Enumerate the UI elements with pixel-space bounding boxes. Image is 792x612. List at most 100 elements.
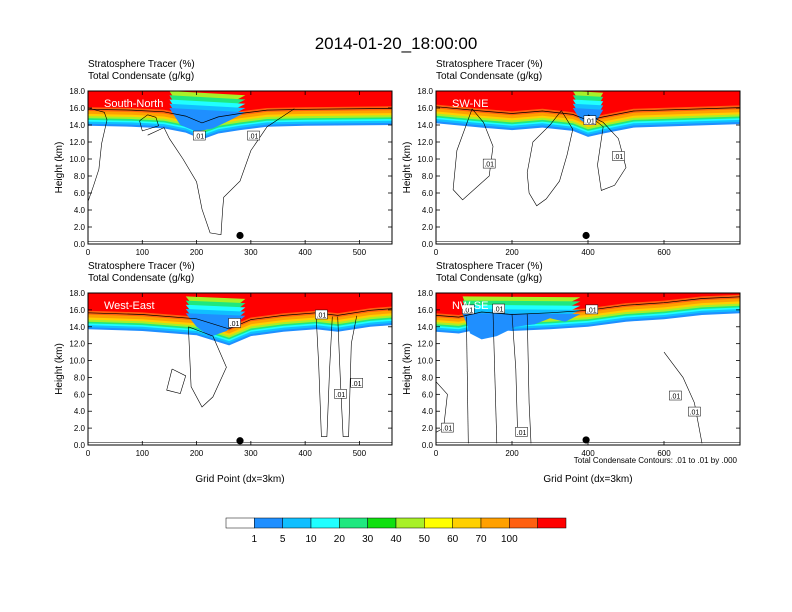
- y-tick-label: 18.0: [69, 87, 85, 96]
- colorbar-swatch: [339, 517, 368, 529]
- x-tick-label: 0: [434, 449, 439, 458]
- condensate-contour: [663, 351, 703, 444]
- colorbar-label: 10: [305, 534, 317, 545]
- y-tick-label: 4.0: [74, 407, 86, 416]
- colorbar: 1 5 10 20 30 40 50 60 70 100: [225, 517, 567, 545]
- x-tick-label: 0: [86, 248, 91, 257]
- contour-label-box: [669, 390, 682, 401]
- contour-label-box: [688, 406, 701, 417]
- colorbar-label: 100: [501, 534, 518, 545]
- y-tick-label: 8.0: [422, 373, 434, 382]
- section-label: West-East: [104, 300, 155, 312]
- condensate-contour: [188, 326, 227, 408]
- condensate-contour: [452, 108, 494, 201]
- contour-label-box: [515, 427, 528, 437]
- contour-label: .01: [484, 162, 494, 169]
- x-tick-label: 400: [581, 248, 595, 257]
- x-tick-label: 0: [86, 449, 91, 458]
- panel-3: Stratosphere Tracer (%)Total Condensate …: [54, 261, 393, 485]
- y-tick-label: 18.0: [69, 289, 85, 298]
- tropopause-contour: [88, 108, 392, 124]
- x-tick-label: 100: [136, 449, 150, 458]
- location-marker: [582, 231, 590, 240]
- panel-2: Stratosphere Tracer (%)Total Condensate …: [402, 59, 741, 257]
- x-tick-label: 400: [298, 449, 312, 458]
- y-tick-label: 2.0: [74, 223, 86, 232]
- y-axis-label: Height (km): [54, 343, 65, 395]
- plot-frame: [87, 90, 393, 245]
- condensate-contour: [492, 311, 498, 444]
- x-axis-label: Grid Point (dx=3km): [195, 474, 284, 485]
- contour-label: .01: [194, 134, 204, 141]
- contour-label-box: [441, 422, 454, 433]
- contour-label-box: [228, 318, 241, 328]
- colorbar-label: 50: [419, 534, 431, 545]
- contour-label-box: [350, 378, 363, 388]
- colorbar-label: 60: [447, 534, 459, 545]
- figure-title: 2014-01-20_18:00:00: [315, 34, 478, 53]
- colorbar-label: 1: [252, 534, 258, 545]
- tracer-shading: [88, 91, 392, 140]
- colorbar-swatch: [225, 517, 255, 529]
- y-tick-label: 2.0: [422, 424, 434, 433]
- colorbar-swatch: [452, 517, 482, 529]
- y-tick-label: 0.0: [422, 441, 434, 450]
- contour-label: .01: [587, 307, 597, 314]
- colorbar-swatch: [367, 517, 397, 529]
- contour-label: .01: [336, 392, 346, 399]
- y-tick-label: 14.0: [69, 323, 85, 332]
- x-tick-label: 400: [298, 248, 312, 257]
- x-tick-label: 300: [244, 248, 258, 257]
- condensate-contour: [511, 314, 518, 437]
- intrusion-band: [169, 108, 246, 132]
- contour-label: .01: [249, 134, 259, 141]
- condensate-contour: [466, 316, 469, 444]
- contour-label: .01: [614, 154, 624, 161]
- section-label: NW-SE: [452, 300, 488, 312]
- colorbar-label: 20: [334, 534, 346, 545]
- panel-header-line2: Total Condensate (g/kg): [436, 71, 542, 82]
- contour-label-box: [492, 303, 505, 314]
- contour-label: .01: [517, 430, 527, 437]
- colorbar-swatch: [509, 517, 538, 529]
- condensate-contour: [526, 110, 574, 207]
- condensate-contour: [88, 107, 108, 202]
- condensate-contour: [526, 314, 532, 444]
- contour-label-box: [612, 151, 625, 161]
- y-tick-label: 18.0: [417, 289, 433, 298]
- panels: Stratosphere Tracer (%)Total Condensate …: [54, 59, 741, 485]
- contour-label: .01: [494, 307, 504, 314]
- x-tick-label: 100: [136, 248, 150, 257]
- colorbar-label: 5: [280, 534, 286, 545]
- y-tick-label: 0.0: [422, 240, 434, 249]
- x-tick-label: 200: [190, 449, 204, 458]
- y-tick-label: 8.0: [422, 172, 434, 181]
- x-tick-label: 600: [657, 449, 671, 458]
- y-axis-label: Height (km): [402, 343, 413, 395]
- contour-label-box: [334, 389, 347, 399]
- condensate-contour: [587, 114, 627, 191]
- y-tick-label: 4.0: [422, 407, 434, 416]
- y-tick-label: 14.0: [417, 323, 433, 332]
- colorbar-swatch: [537, 517, 567, 529]
- y-tick-label: 16.0: [417, 104, 433, 113]
- colorbar-swatch: [424, 517, 453, 529]
- colorbar-swatch: [480, 517, 510, 529]
- contour-label-box: [585, 304, 599, 315]
- y-tick-label: 10.0: [69, 357, 85, 366]
- x-tick-label: 200: [190, 248, 204, 257]
- x-tick-label: 500: [353, 449, 367, 458]
- y-tick-label: 2.0: [74, 424, 86, 433]
- condensate-contour: [139, 114, 159, 132]
- contour-label-box: [583, 115, 597, 125]
- contour-label: .01: [463, 307, 473, 314]
- y-tick-label: 0.0: [74, 441, 86, 450]
- y-tick-label: 8.0: [74, 373, 86, 382]
- contour-label-box: [193, 130, 206, 141]
- colorbar-swatch: [282, 517, 312, 529]
- y-tick-label: 0.0: [74, 240, 86, 249]
- colorbar-label: 70: [475, 534, 487, 545]
- x-tick-label: 200: [505, 449, 519, 458]
- y-axis-label: Height (km): [54, 142, 65, 194]
- y-tick-label: 12.0: [417, 340, 433, 349]
